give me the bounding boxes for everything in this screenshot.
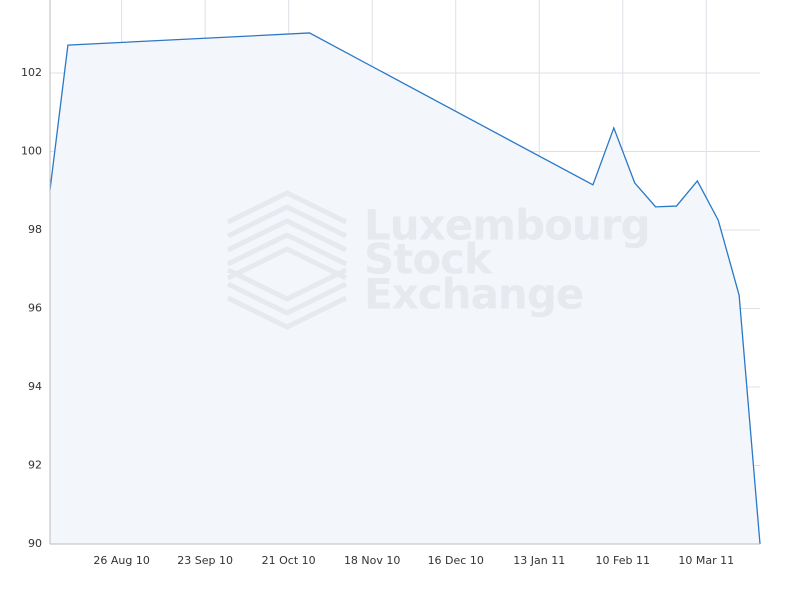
watermark-logo [226,190,348,330]
y-tick-label: 96 [28,302,42,315]
watermark-text: Exchange [364,270,583,319]
watermark-text: Stock [364,235,493,284]
line [49,32,761,545]
watermark-text: Luxembourg [364,201,650,250]
y-tick-label: 100 [21,145,42,158]
x-tick-label: 21 Oct 10 [262,554,316,567]
x-tick-label: 26 Aug 10 [93,554,149,567]
x-tick-label: 10 Feb 11 [596,554,650,567]
x-tick-label: 10 Mar 11 [678,554,734,567]
x-tick-label: 16 Dec 10 [428,554,484,567]
y-tick-label: 94 [28,380,42,393]
y-tick-label: 102 [21,66,42,79]
y-tick-label: 90 [28,537,42,550]
x-tick-label: 13 Jan 11 [513,554,565,567]
x-tick-label: 18 Nov 10 [344,554,400,567]
y-tick-label: 92 [28,459,42,472]
x-tick-label: 23 Sep 10 [177,554,233,567]
y-tick-label: 98 [28,223,42,236]
area-fill [50,32,760,544]
